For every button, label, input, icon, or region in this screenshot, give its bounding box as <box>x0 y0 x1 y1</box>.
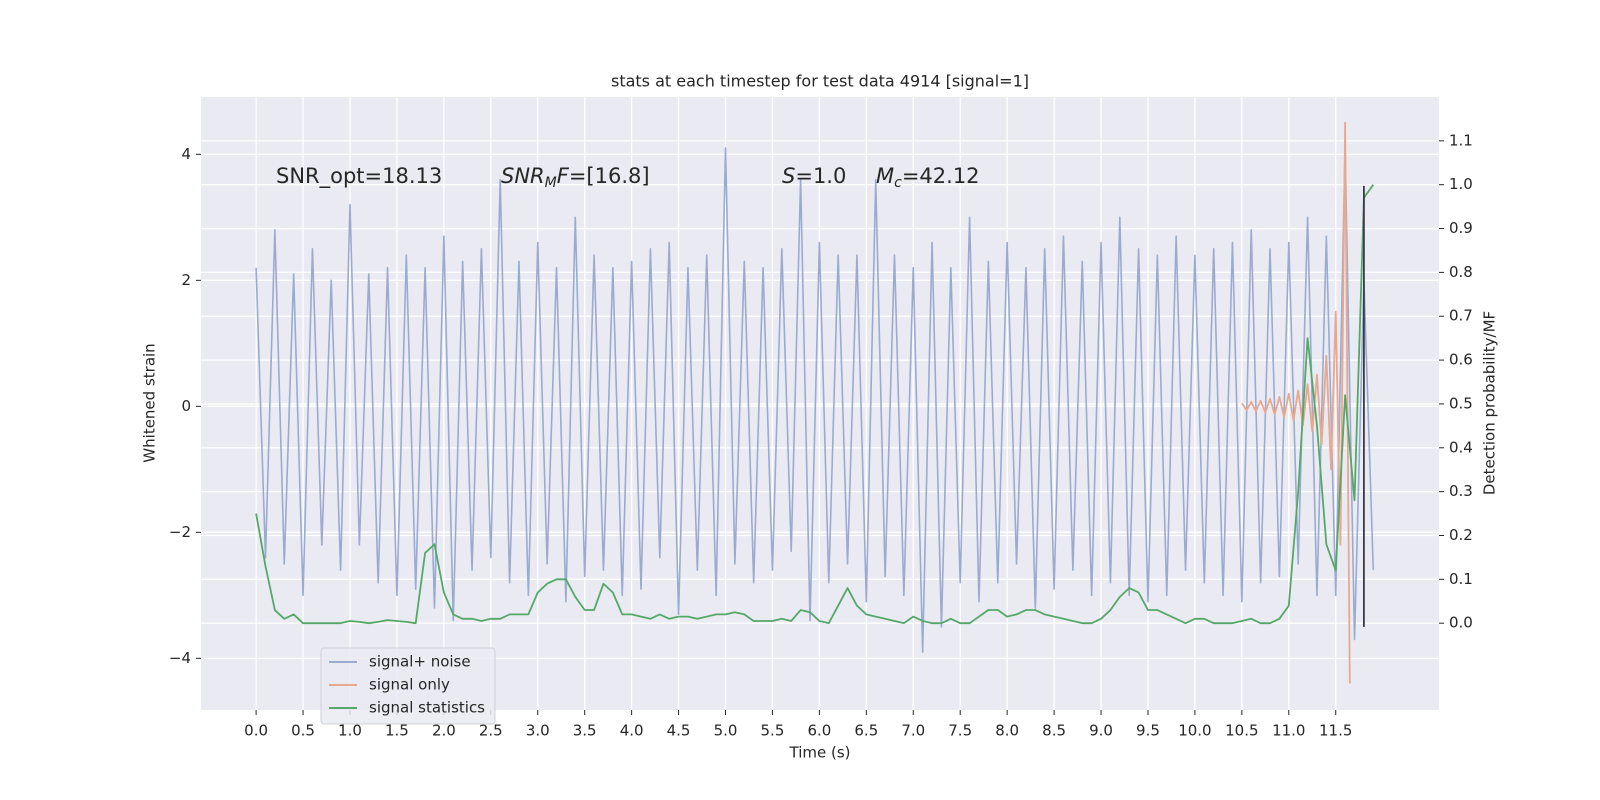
legend-label: signal+ noise <box>369 653 471 671</box>
annotation-text: S <box>782 164 795 188</box>
x-tick-label: 10.0 <box>1178 722 1211 740</box>
annotation-subscript: M <box>545 175 557 191</box>
x-tick-label: 9.5 <box>1136 722 1160 740</box>
legend-label: signal statistics <box>369 699 485 717</box>
annotation-tail: =1.0 <box>795 164 846 188</box>
x-tick-label: 10.5 <box>1225 722 1258 740</box>
annotation: S=1.0 <box>782 164 846 188</box>
annotation-text: SNR <box>501 164 545 188</box>
y2-tick-label: 0.9 <box>1449 219 1473 237</box>
annotation: Mc=42.12 <box>876 164 980 191</box>
annotation: SNRMF=[16.8] <box>501 164 650 191</box>
y2-tick-label: 0.3 <box>1449 482 1473 500</box>
x-tick-label: 5.5 <box>761 722 785 740</box>
annotation-tail: F=[16.8] <box>557 164 650 188</box>
x-tick-label: 0.0 <box>244 722 268 740</box>
annotation-tail-rest: =[16.8] <box>569 164 650 188</box>
x-tick-label: 2.0 <box>432 722 456 740</box>
annotation-text: SNR_opt=18.13 <box>276 164 442 189</box>
y2-tick-label: 0.6 <box>1449 351 1473 369</box>
x-tick-label: 3.0 <box>526 722 550 740</box>
series-line <box>255 184 1375 625</box>
x-tick-label: 4.0 <box>620 722 644 740</box>
x-tick-label: 7.0 <box>901 722 925 740</box>
x-tick-label: 1.0 <box>338 722 362 740</box>
x-tick-label: 4.5 <box>667 722 691 740</box>
y-axis-label: Whitened strain <box>141 343 159 462</box>
y2-tick-label: 0.4 <box>1449 438 1473 456</box>
x-tick-label: 9.0 <box>1089 722 1113 740</box>
y2-tick-label: 0.0 <box>1449 614 1473 632</box>
y-tick-label: −2 <box>169 523 191 541</box>
x-tick-label: 6.5 <box>854 722 878 740</box>
x-tick-label: 0.5 <box>291 722 315 740</box>
y2-tick-label: 1.0 <box>1449 175 1473 193</box>
y2-tick-label: 0.5 <box>1449 394 1473 412</box>
x-tick-label: 3.5 <box>573 722 597 740</box>
y2-axis-label: Detection probability/MF <box>1481 311 1499 495</box>
series-line <box>255 147 1375 653</box>
y2-tick-label: 1.1 <box>1449 131 1473 149</box>
x-tick-label: 11.0 <box>1272 722 1305 740</box>
y2-tick-label: 0.2 <box>1449 526 1473 544</box>
series-line <box>1241 121 1351 684</box>
x-tick-label: 7.5 <box>948 722 972 740</box>
y2-tick-label: 0.1 <box>1449 570 1473 588</box>
y-tick-label: −4 <box>169 649 191 667</box>
x-tick-label: 2.5 <box>479 722 503 740</box>
annotation-text: M <box>876 164 894 188</box>
y-tick-label: 0 <box>181 397 191 415</box>
chart-title: stats at each timestep for test data 491… <box>611 72 1029 91</box>
annotation-tail: =42.12 <box>902 164 980 188</box>
x-tick-label: 5.0 <box>714 722 738 740</box>
x-tick-label: 8.5 <box>1042 722 1066 740</box>
y2-tick-label: 0.7 <box>1449 307 1473 325</box>
annotation-subscript: c <box>894 175 902 191</box>
annotation: SNR_opt=18.13 <box>276 164 442 189</box>
y-tick-label: 2 <box>181 271 191 289</box>
legend-box <box>320 647 496 725</box>
x-tick-label: 8.0 <box>995 722 1019 740</box>
legend-label: signal only <box>369 676 450 694</box>
x-tick-label: 6.0 <box>807 722 831 740</box>
y-tick-label: 4 <box>181 145 191 163</box>
annotation-tail-lead: F <box>557 164 570 188</box>
x-tick-label: 1.5 <box>385 722 409 740</box>
y2-tick-label: 0.8 <box>1449 263 1473 281</box>
x-tick-label: 11.5 <box>1319 722 1352 740</box>
x-axis-label: Time (s) <box>789 744 851 762</box>
